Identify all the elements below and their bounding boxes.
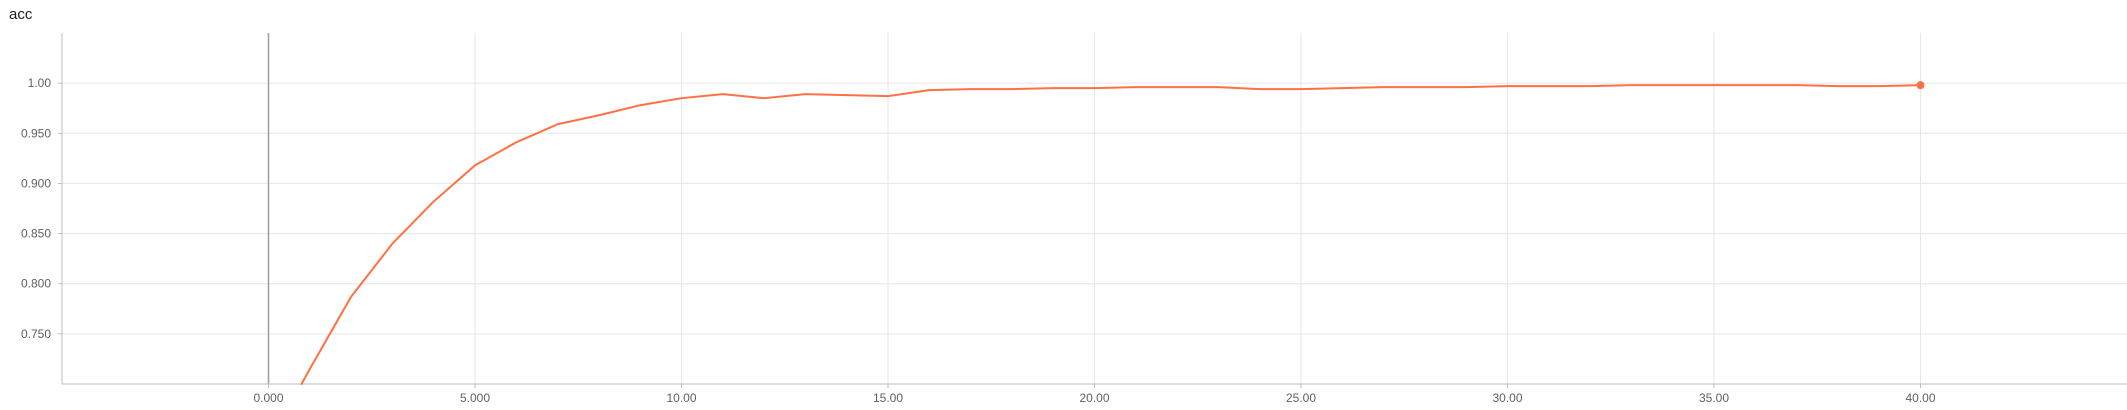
- y-tick-label: 0.750: [21, 327, 51, 341]
- x-tick-label: 10.00: [666, 391, 696, 405]
- series-layer: [300, 81, 1925, 385]
- x-tick-label: 25.00: [1286, 391, 1316, 405]
- y-tick-label: 1.00: [28, 76, 52, 90]
- x-tick-label: 5.000: [460, 391, 490, 405]
- axis-layer: [58, 33, 2127, 388]
- tick-label-layer: 0.750 0.800 0.850 0.900 0.950 1.00 0.000 5.000 1…: [21, 76, 1936, 405]
- series-line: [300, 84, 1922, 385]
- x-tick-label: 30.00: [1492, 391, 1522, 405]
- y-tick-label: 0.900: [21, 176, 51, 190]
- x-tick-label: 35.00: [1699, 391, 1729, 405]
- x-tick-label: 0.000: [253, 391, 283, 405]
- y-tick-label: 0.950: [21, 126, 51, 140]
- grid-layer: [62, 33, 2127, 384]
- x-tick-label: 20.00: [1079, 391, 1109, 405]
- y-tick-label: 0.850: [21, 227, 51, 241]
- x-tick-label: 40.00: [1905, 391, 1935, 405]
- x-tick-label: 15.00: [873, 391, 903, 405]
- series-last-point: [1916, 81, 1925, 90]
- y-tick-label: 0.800: [21, 277, 51, 291]
- chart-title: acc: [9, 6, 33, 23]
